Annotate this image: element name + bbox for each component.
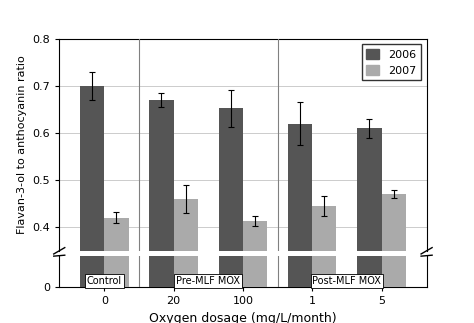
Bar xyxy=(382,101,406,287)
Bar xyxy=(288,41,312,287)
Bar xyxy=(173,199,198,323)
Bar xyxy=(312,110,337,287)
Bar xyxy=(219,109,243,323)
Bar xyxy=(312,206,337,323)
Bar xyxy=(149,100,173,323)
Bar xyxy=(382,194,406,323)
Bar xyxy=(173,105,198,287)
Bar xyxy=(104,218,128,323)
Text: Pre-MLF MOX: Pre-MLF MOX xyxy=(176,276,240,286)
X-axis label: Oxygen dosage (mg/L/month): Oxygen dosage (mg/L/month) xyxy=(149,312,337,323)
Y-axis label: Flavan-3-ol to anthocyanin ratio: Flavan-3-ol to anthocyanin ratio xyxy=(17,56,27,234)
Bar xyxy=(243,123,267,287)
Bar xyxy=(219,28,243,287)
Bar xyxy=(149,21,173,287)
Text: Post-MLF MOX: Post-MLF MOX xyxy=(312,276,381,286)
Bar xyxy=(243,221,267,323)
Bar xyxy=(357,128,382,323)
Text: Control: Control xyxy=(87,276,122,286)
Legend: 2006, 2007: 2006, 2007 xyxy=(362,44,421,80)
Bar xyxy=(80,86,104,323)
Bar xyxy=(80,9,104,287)
Bar xyxy=(357,45,382,287)
Bar xyxy=(104,120,128,287)
Bar xyxy=(288,124,312,323)
